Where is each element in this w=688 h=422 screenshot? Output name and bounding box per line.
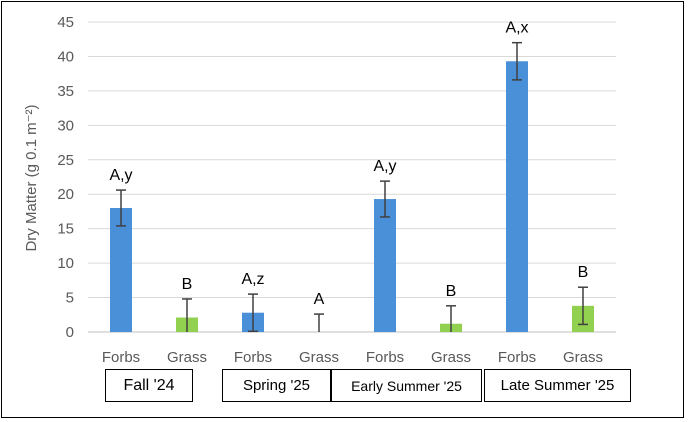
y-tick-label: 20: [57, 186, 74, 203]
y-tick-label: 0: [66, 324, 74, 341]
category-label: Forbs: [234, 349, 272, 366]
bar: [110, 208, 132, 332]
y-tick-label: 40: [57, 48, 74, 65]
data-label: B: [446, 283, 457, 300]
season-label-early-summer-25: Early Summer '25: [351, 377, 462, 394]
chart-plot: Dry Matter (g 0.1 m⁻²) 0 5 10 15 20 25 30 35 40 4…: [23, 14, 616, 366]
data-label: B: [182, 276, 193, 293]
season-label-late-summer-25: Late Summer '25: [500, 377, 615, 394]
category-label: Forbs: [366, 349, 404, 366]
y-tick-label: 10: [57, 255, 74, 272]
category-label: Grass: [299, 349, 339, 366]
season-label-fall-24: Fall '24: [123, 376, 175, 394]
y-tick-label: 30: [57, 117, 74, 134]
season-box-early-summer-25: Early Summer '25: [331, 369, 482, 402]
bar: [506, 61, 528, 333]
data-label: A,z: [241, 271, 264, 288]
season-box-spring-25: Spring '25: [222, 369, 331, 402]
season-box-late-summer-25: Late Summer '25: [484, 369, 631, 402]
data-label: A,x: [505, 20, 528, 37]
category-label: Grass: [431, 349, 471, 366]
y-tick-label: 15: [57, 221, 74, 238]
data-label: A,y: [109, 167, 132, 184]
category-label: Grass: [563, 349, 603, 366]
y-tick-label: 25: [57, 152, 74, 169]
bar: [374, 199, 396, 332]
data-label: A: [314, 291, 325, 308]
season-box-fall-24: Fall '24: [105, 369, 193, 402]
category-label: Forbs: [102, 349, 140, 366]
category-label: Forbs: [498, 349, 536, 366]
category-label: Grass: [167, 349, 207, 366]
y-axis-label: Dry Matter (g 0.1 m⁻²): [23, 104, 40, 251]
season-label-spring-25: Spring '25: [242, 377, 311, 394]
y-tick-label: 45: [57, 14, 74, 31]
y-tick-label: 5: [66, 290, 74, 307]
data-label: B: [578, 264, 589, 281]
y-tick-label: 35: [57, 83, 74, 100]
data-label: A,y: [373, 158, 396, 175]
